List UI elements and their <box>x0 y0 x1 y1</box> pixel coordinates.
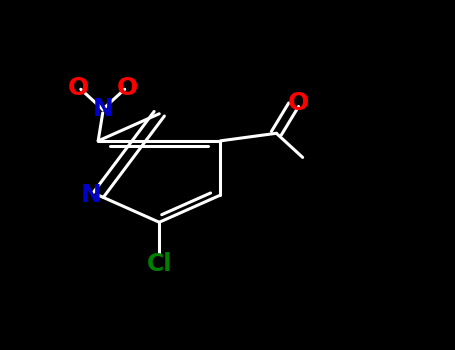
Text: Cl: Cl <box>147 252 172 276</box>
Text: O: O <box>116 76 137 99</box>
Text: N: N <box>81 183 102 207</box>
Text: O: O <box>68 76 89 99</box>
Text: N: N <box>92 97 113 121</box>
Text: O: O <box>288 91 309 115</box>
